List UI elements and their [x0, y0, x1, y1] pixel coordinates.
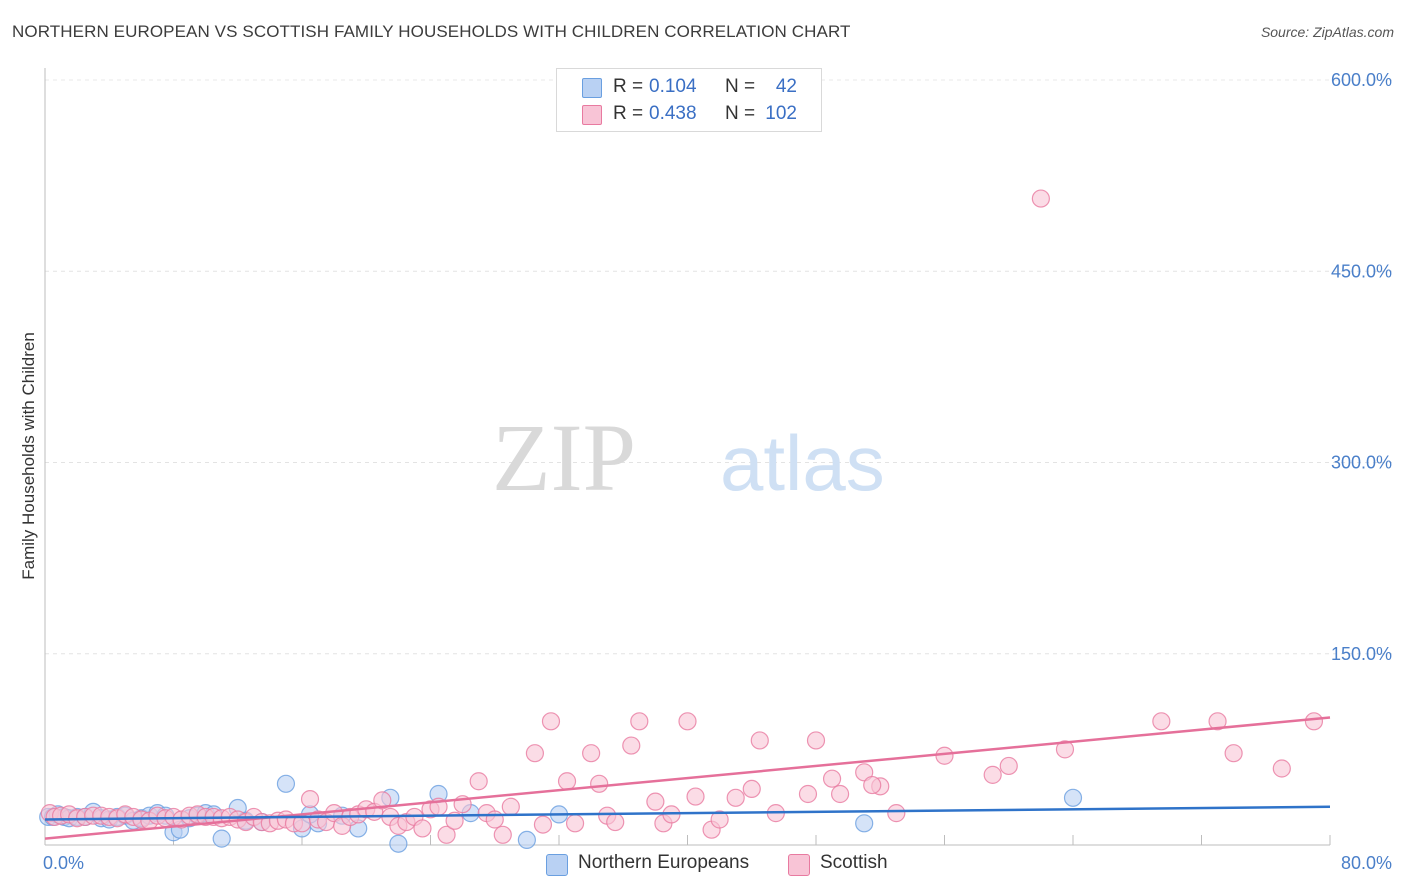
n-label: N = [725, 103, 756, 124]
chart-title: NORTHERN EUROPEAN VS SCOTTISH FAMILY HOU… [12, 22, 851, 41]
scottish-point [999, 756, 1018, 776]
scottish-point [493, 825, 512, 844]
northern-trend-line [44, 805, 1331, 821]
northern-point [517, 830, 536, 850]
scottish-point [541, 712, 561, 731]
scottish-point [1055, 740, 1075, 759]
legend-label: Northern Europeans [578, 852, 750, 873]
northern-swatch [582, 78, 602, 98]
n-value: 102 [765, 103, 797, 124]
scottish-point [300, 789, 320, 809]
scottish-point [413, 819, 432, 838]
scottish-point [742, 779, 761, 799]
scottish-point [710, 810, 729, 829]
watermark: ZIP atlas [492, 404, 885, 511]
scottish-point [1152, 712, 1171, 731]
scottish-trend-line [44, 716, 1331, 840]
scottish-point [1224, 744, 1243, 763]
x-tick-labels: 0.0% 80.0% [43, 853, 1392, 873]
scottish-point [798, 784, 818, 804]
scottish-point [887, 804, 906, 823]
n-label: N = [725, 76, 756, 97]
scottish-point [1304, 712, 1324, 731]
scottish-point [863, 775, 882, 795]
scottish-point [557, 772, 577, 791]
scottish-point [622, 736, 641, 755]
r-value: 0.438 [649, 103, 697, 124]
y-tick-labels: 150.0% 300.0% 450.0% 600.0% [1331, 70, 1392, 664]
x-tick-label: 80.0% [1341, 853, 1392, 873]
scottish-point [726, 788, 745, 807]
n-value: 42 [775, 76, 797, 97]
r-value: 0.104 [649, 76, 697, 97]
scottish-point [501, 797, 520, 816]
scottish-point [630, 712, 649, 731]
scottish-point [590, 774, 609, 793]
scottish-point [565, 814, 585, 833]
stats-legend: R = 0.104 N = 42 R = 0.438 N = 102 [556, 68, 822, 132]
scottish-point [646, 792, 665, 811]
y-axis-label: Family Households with Children [19, 332, 38, 580]
y-tick-label: 600.0% [1331, 70, 1392, 90]
watermark-zip: ZIP [492, 404, 636, 511]
y-tick-label: 450.0% [1331, 261, 1392, 281]
watermark-atlas: atlas [720, 419, 885, 507]
scottish-point [582, 744, 601, 763]
scottish-point [437, 825, 456, 844]
scottish-point [525, 744, 545, 763]
scottish-swatch [788, 854, 810, 876]
legend-label: Scottish [820, 852, 888, 873]
scottish-point [935, 746, 954, 765]
scottish-point [1208, 712, 1227, 731]
northern-point [1063, 788, 1083, 807]
scottish-point [806, 731, 826, 750]
northern-point [855, 814, 874, 833]
scottish-point [750, 731, 769, 750]
gridlines [45, 79, 1392, 655]
trend-lines [44, 716, 1331, 840]
series-scottish [40, 189, 1324, 844]
source-label: Source: ZipAtlas.com [1260, 24, 1394, 40]
scottish-point [678, 712, 697, 731]
northern-point [389, 834, 408, 853]
scottish-point [1272, 759, 1291, 778]
y-tick-label: 300.0% [1331, 453, 1392, 473]
y-tick-label: 150.0% [1331, 644, 1392, 664]
northern-point [212, 829, 231, 848]
scottish-point [822, 769, 842, 788]
scottish-point [830, 784, 850, 804]
northern-point [276, 774, 296, 793]
r-label: R = [613, 76, 644, 97]
scottish-point [469, 772, 488, 791]
scottish-point [983, 765, 1002, 784]
scottish-point [533, 815, 553, 834]
r-label: R = [613, 103, 644, 124]
scottish-point [485, 810, 504, 829]
scottish-point [686, 787, 705, 806]
scottish-swatch [582, 105, 602, 125]
scottish-point [373, 791, 392, 810]
scottish-point [606, 812, 625, 832]
northern-swatch [546, 854, 568, 876]
x-tick-label: 0.0% [43, 853, 84, 873]
scottish-point [1031, 189, 1050, 208]
